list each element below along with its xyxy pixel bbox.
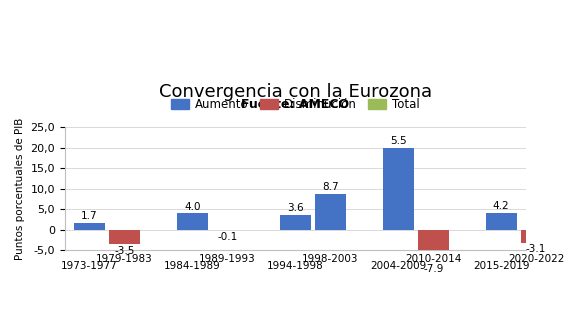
Text: Fuente: AMECO: Fuente: AMECO <box>241 98 349 111</box>
Y-axis label: Puntos porcentuales de PIB: Puntos porcentuales de PIB <box>15 118 25 260</box>
Bar <box>109 230 140 244</box>
Text: 1994-1998: 1994-1998 <box>267 261 324 271</box>
Text: 4.2: 4.2 <box>493 201 510 211</box>
Text: 1973-1977: 1973-1977 <box>61 261 118 271</box>
Title: Convergencia con la Eurozona: Convergencia con la Eurozona <box>159 82 432 100</box>
Text: 1979-1983: 1979-1983 <box>96 254 153 264</box>
Text: 4.0: 4.0 <box>184 202 201 212</box>
Text: 1989-1993: 1989-1993 <box>199 254 256 264</box>
Text: 2010-2014: 2010-2014 <box>405 254 461 264</box>
Bar <box>418 230 449 262</box>
Bar <box>486 213 516 230</box>
Text: -3.1: -3.1 <box>526 244 546 254</box>
Text: 2004-2009: 2004-2009 <box>370 261 426 271</box>
Text: -0.1: -0.1 <box>217 232 237 242</box>
Bar <box>383 147 413 230</box>
Bar <box>177 213 208 230</box>
Text: 3.6: 3.6 <box>287 204 303 213</box>
Text: 1.7: 1.7 <box>81 211 98 221</box>
Bar <box>315 194 346 230</box>
Legend: Aumento, Disminución, Total: Aumento, Disminución, Total <box>166 93 424 116</box>
Bar <box>74 223 105 230</box>
Bar <box>280 215 311 230</box>
Text: 2015-2019: 2015-2019 <box>473 261 529 271</box>
Text: 8.7: 8.7 <box>322 183 339 193</box>
Text: 1984-1989: 1984-1989 <box>164 261 221 271</box>
Text: -7.9: -7.9 <box>423 264 444 274</box>
Text: 5.5: 5.5 <box>390 136 406 146</box>
Bar <box>521 230 552 242</box>
Text: 1998-2003: 1998-2003 <box>302 254 358 264</box>
Text: 2020-2022: 2020-2022 <box>508 254 565 264</box>
Text: -3.5: -3.5 <box>115 246 135 256</box>
